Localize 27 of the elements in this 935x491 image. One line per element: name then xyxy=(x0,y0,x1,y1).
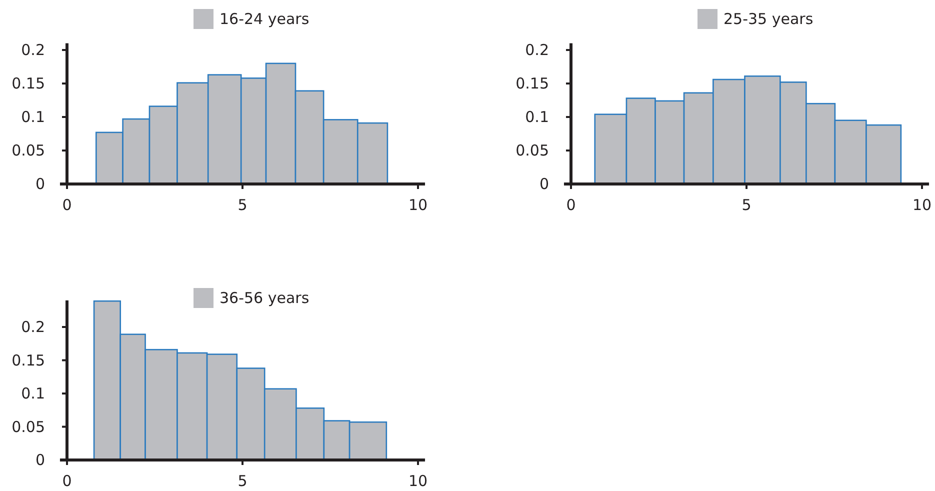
y-tick-label: 0.05 xyxy=(516,142,549,160)
x-tick-label: 10 xyxy=(912,196,932,214)
x-tick-label: 10 xyxy=(408,472,428,490)
x-tick-label: 5 xyxy=(742,196,752,214)
y-tick-label: 0.1 xyxy=(21,108,45,126)
x-tick-label: 10 xyxy=(408,196,428,214)
y-tick-label: 0.2 xyxy=(525,41,549,59)
y-tick-label: 0.15 xyxy=(12,351,45,370)
y-tick-label: 0.15 xyxy=(516,74,549,92)
y-tick-label: 0.05 xyxy=(12,142,45,160)
y-tick-label: 0.1 xyxy=(21,384,45,402)
legend-label: 25-35 years xyxy=(724,10,814,28)
x-tick-label: 0 xyxy=(62,472,72,490)
legend-label: 36-56 years xyxy=(220,289,310,307)
y-tick-label: 0.2 xyxy=(21,318,45,336)
x-tick-label: 5 xyxy=(238,472,248,490)
y-tick-label: 0.05 xyxy=(12,418,45,436)
y-tick-label: 0 xyxy=(35,175,45,193)
x-tick-label: 0 xyxy=(566,196,576,214)
y-tick-label: 0.2 xyxy=(21,41,45,59)
x-tick-label: 5 xyxy=(238,196,248,214)
y-tick-label: 0.1 xyxy=(525,108,549,126)
legend-label: 16-24 years xyxy=(220,10,310,28)
x-tick-label: 0 xyxy=(62,196,72,214)
y-tick-label: 0 xyxy=(539,175,549,193)
y-tick-label: 0 xyxy=(35,451,45,469)
y-tick-label: 0.15 xyxy=(12,74,45,92)
